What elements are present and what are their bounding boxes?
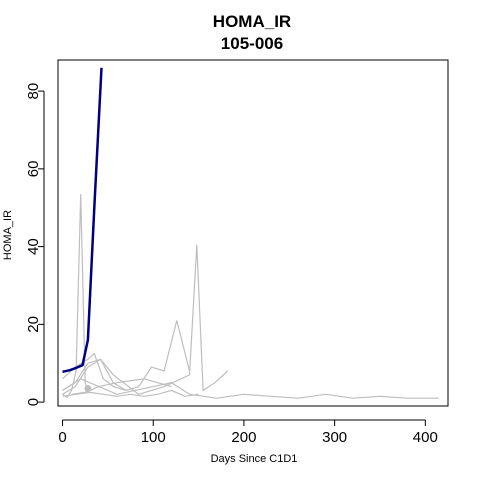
x-axis-label: Days Since C1D1 (211, 453, 298, 465)
y-tick-label-20: 20 (25, 316, 42, 333)
series-layer (62, 67, 439, 399)
y-tick-label-80: 80 (25, 83, 42, 100)
background-series-line-3 (62, 244, 229, 395)
highlight-series-line (62, 67, 103, 374)
axis-layer: 0 100 200 300 400 0 20 40 60 80 (25, 83, 438, 446)
chart-subtitle: 105-006 (221, 34, 283, 53)
x-tick-label-200: 200 (231, 429, 256, 446)
background-series-line-7 (189, 393, 439, 399)
background-series-line-1 (62, 194, 89, 399)
y-axis-label: HOMA_IR (2, 210, 14, 260)
y-tick-label-60: 60 (25, 161, 42, 178)
data-point-1 (84, 385, 92, 393)
chart-title: HOMA_IR (213, 12, 291, 31)
x-tick-label-100: 100 (141, 429, 166, 446)
x-tick-label-400: 400 (413, 429, 438, 446)
x-tick-label-300: 300 (322, 429, 347, 446)
x-tick-label-0: 0 (58, 429, 66, 446)
plot-frame (57, 59, 449, 407)
y-tick-label-40: 40 (25, 238, 42, 255)
background-series-line-8 (71, 378, 172, 395)
background-series-line-6 (62, 378, 190, 395)
background-series-line-5 (62, 389, 199, 397)
y-tick-label-0: 0 (25, 398, 42, 406)
